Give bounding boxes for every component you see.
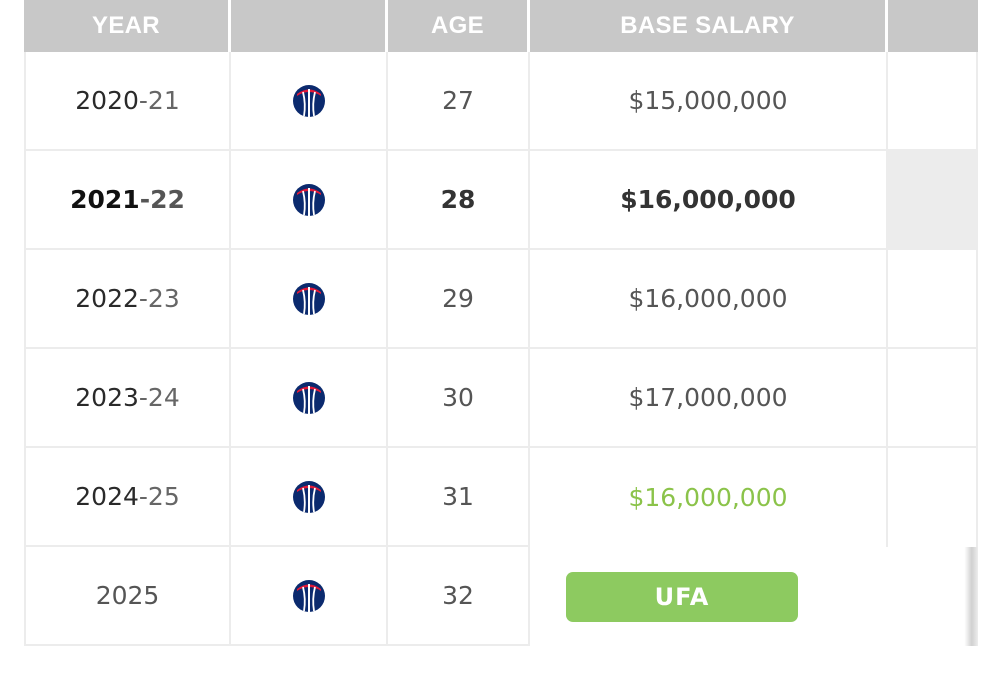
table-row: 2020 -21 27 $15,000,000 [24, 52, 978, 151]
year-end: -25 [138, 482, 180, 511]
salary-cell: $16,000,000 [530, 448, 888, 547]
year-start: 2025 [95, 581, 160, 610]
year-cell: 2022 -23 [24, 250, 231, 349]
age-cell: 29 [388, 250, 530, 349]
extra-cell [888, 349, 978, 448]
year-cell: 2021 -22 [24, 151, 231, 250]
team-cell [231, 349, 388, 448]
year-cell: 2020 -21 [24, 52, 231, 151]
header-base-salary: BASE SALARY [530, 0, 888, 52]
wizards-logo-icon [292, 579, 325, 612]
age-cell: 28 [388, 151, 530, 250]
team-cell [231, 52, 388, 151]
ufa-badge: UFA [566, 571, 798, 622]
header-team [231, 0, 388, 52]
wizards-logo-icon [292, 480, 325, 513]
year-cell: 2025 [24, 547, 231, 646]
table-row: 2021 -22 28 $16,000,000 [24, 151, 978, 250]
extra-cell [888, 250, 978, 349]
team-cell [231, 151, 388, 250]
wizards-logo-icon [292, 381, 325, 414]
year-end: -22 [139, 185, 185, 214]
wizards-logo-icon [292, 183, 325, 216]
year-end: -21 [138, 86, 180, 115]
age-cell: 27 [388, 52, 530, 151]
salary-cell: $16,000,000 [530, 151, 888, 250]
table-row: 2022 -23 29 $16,000,000 [24, 250, 978, 349]
year-start: 2023 [75, 383, 139, 412]
age-cell: 30 [388, 349, 530, 448]
table-header: YEAR AGE BASE SALARY [24, 0, 978, 52]
header-extra [888, 0, 978, 52]
wizards-logo-icon [292, 84, 325, 117]
extra-cell [888, 448, 978, 547]
table-row: 2025 32 UFA [24, 547, 978, 646]
year-start: 2021 [70, 185, 140, 214]
team-cell [231, 250, 388, 349]
header-year: YEAR [24, 0, 231, 52]
team-cell [231, 547, 388, 646]
salary-cell: $15,000,000 [530, 52, 888, 151]
extra-cell [888, 52, 978, 151]
team-cell [231, 448, 388, 547]
year-start: 2020 [75, 86, 139, 115]
salary-cell: $16,000,000 [530, 250, 888, 349]
year-end: -23 [138, 284, 180, 313]
year-end: -24 [138, 383, 180, 412]
wizards-logo-icon [292, 282, 325, 315]
table-row: 2023 -24 30 $17,000,000 [24, 349, 978, 448]
year-start: 2022 [75, 284, 139, 313]
header-age: AGE [388, 0, 530, 52]
year-cell: 2023 -24 [24, 349, 231, 448]
salary-cell: $17,000,000 [530, 349, 888, 448]
extra-cell [888, 151, 978, 250]
year-cell: 2024 -25 [24, 448, 231, 547]
age-cell: 31 [388, 448, 530, 547]
table-row: 2024 -25 31 $16,000,000 [24, 448, 978, 547]
age-cell: 32 [388, 547, 530, 646]
extra-cell [888, 547, 978, 646]
salary-cell: UFA [530, 547, 888, 646]
year-start: 2024 [75, 482, 139, 511]
contract-table: YEAR AGE BASE SALARY 2020 -21 27 $15,000,… [24, 0, 978, 646]
